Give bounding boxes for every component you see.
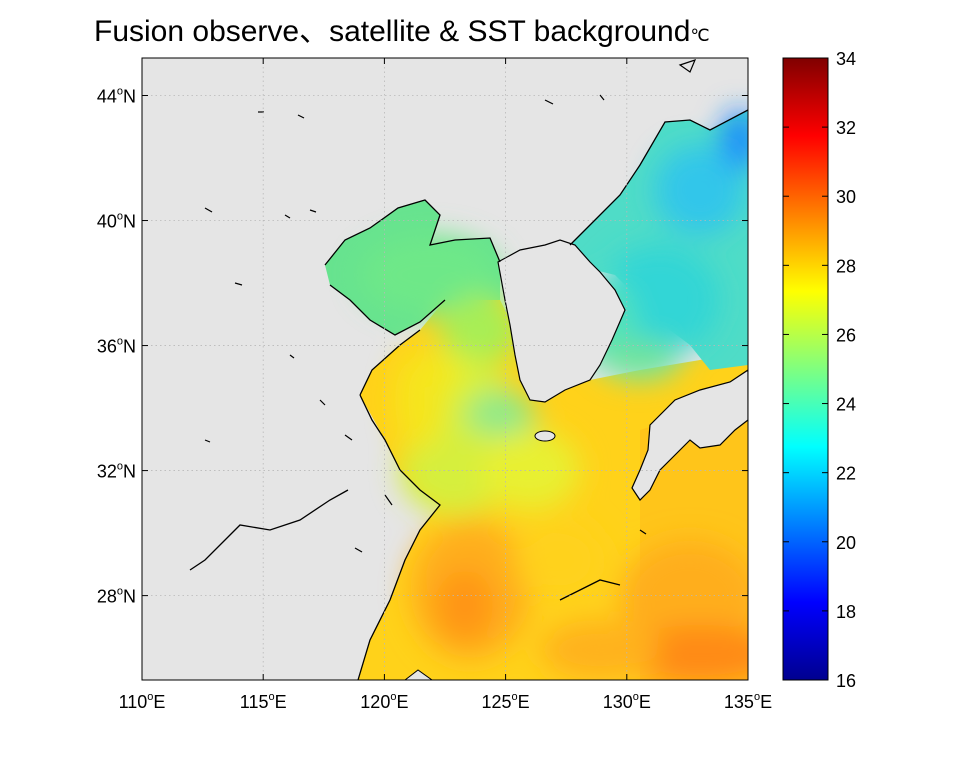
title-unit: ℃ [690,26,710,45]
colorbar-tick-label: 30 [836,187,856,207]
land-jeju [534,430,556,442]
x-tick-label: 130oE [603,691,651,712]
y-tick-label: 44oN [97,86,136,107]
y-tick-label: 28oN [97,586,136,607]
x-tick-label: 120oE [360,691,408,712]
chart-title: Fusion observe、satellite & SST backgroun… [0,6,978,50]
colorbar-ticks: 16 18 20 22 24 26 28 30 32 34 [783,49,856,691]
y-tick-label: 32oN [97,461,136,482]
colorbar-tick-label: 18 [836,602,856,622]
colorbar-tick-label: 26 [836,325,856,345]
x-tick-label: 115oE [240,691,287,712]
y-tick-label: 40oN [97,211,136,232]
coastlines [189,109,748,680]
x-tick-label: 135oE [724,691,772,712]
x-tick-label: 125oE [482,691,530,712]
colorbar-tick-label: 34 [836,49,856,69]
colorbar [782,57,829,681]
y-tick-label: 36oN [97,336,136,357]
land-japan [631,369,748,501]
x-tick-label: 110oE [119,691,166,712]
colorbar-tick-label: 24 [836,395,856,415]
temperature-blobs [360,110,748,680]
chart-title-text: Fusion observe、satellite & SST backgroun… [94,15,691,48]
sea-surface-temperature-field [189,59,748,680]
x-axis: 110oE 115oE 120oE 125oE 130oE 135oE [119,58,772,712]
colorbar-tick-label: 28 [836,256,856,276]
small-islands [204,59,697,553]
y-axis: 28oN 32oN 36oN 40oN 44oN [97,86,748,607]
plot-border [141,57,749,681]
colorbar-tick-label: 20 [836,533,856,553]
land-taiwan [404,669,433,680]
grid-lines [142,58,748,680]
colorbar-tick-label: 32 [836,118,856,138]
colorbar-tick-label: 16 [836,671,856,691]
land-korea [497,239,626,403]
colorbar-tick-label: 22 [836,464,856,484]
